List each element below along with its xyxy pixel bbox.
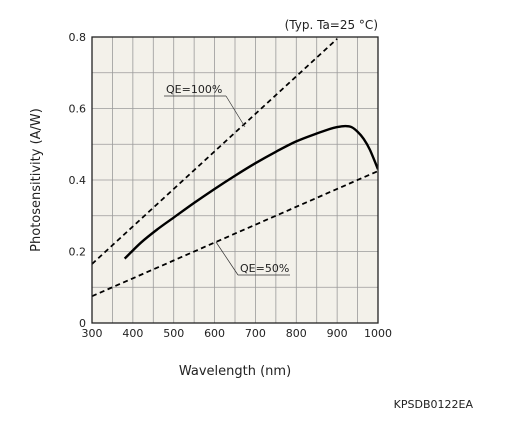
x-tick-label: 700 [245, 327, 266, 340]
x-tick-label: 900 [327, 327, 348, 340]
conditions-note: (Typ. Ta=25 °C) [285, 18, 378, 32]
annotations: QE=100% QE=50% [164, 83, 290, 276]
x-axis-label: Wavelength (nm) [179, 364, 291, 379]
x-tick-label: 1000 [364, 327, 392, 340]
document-code: KPSDB0122EA [394, 398, 474, 411]
grid-lines [92, 37, 378, 323]
x-tick-labels: 300 400 500 600 700 800 900 1000 [82, 327, 393, 340]
x-tick-label: 800 [286, 327, 307, 340]
annotation-label: QE=50% [240, 262, 289, 275]
y-axis-label: Photosensitivity (A/W) [29, 108, 44, 252]
x-tick-label: 400 [122, 327, 143, 340]
annotation-label: QE=100% [166, 83, 222, 96]
x-tick-label: 300 [82, 327, 103, 340]
x-tick-label: 500 [163, 327, 184, 340]
series-group [92, 38, 378, 298]
y-tick-label: 0.2 [69, 246, 87, 259]
y-tick-labels: 0 0.2 0.4 0.6 0.8 [69, 31, 87, 330]
series-line-photosensitivity [123, 124, 378, 260]
y-tick-label: 0 [79, 317, 86, 330]
y-tick-label: 0.4 [69, 174, 87, 187]
annotation-leader-line [215, 241, 239, 276]
x-tick-label: 600 [204, 327, 225, 340]
series-line-qe-50 [92, 170, 378, 298]
y-tick-label: 0.6 [69, 103, 87, 116]
annotation-leader-line [225, 95, 246, 128]
y-tick-label: 0.8 [69, 31, 87, 44]
plot-frame [91, 36, 379, 324]
series-line-qe-100 [92, 38, 338, 265]
